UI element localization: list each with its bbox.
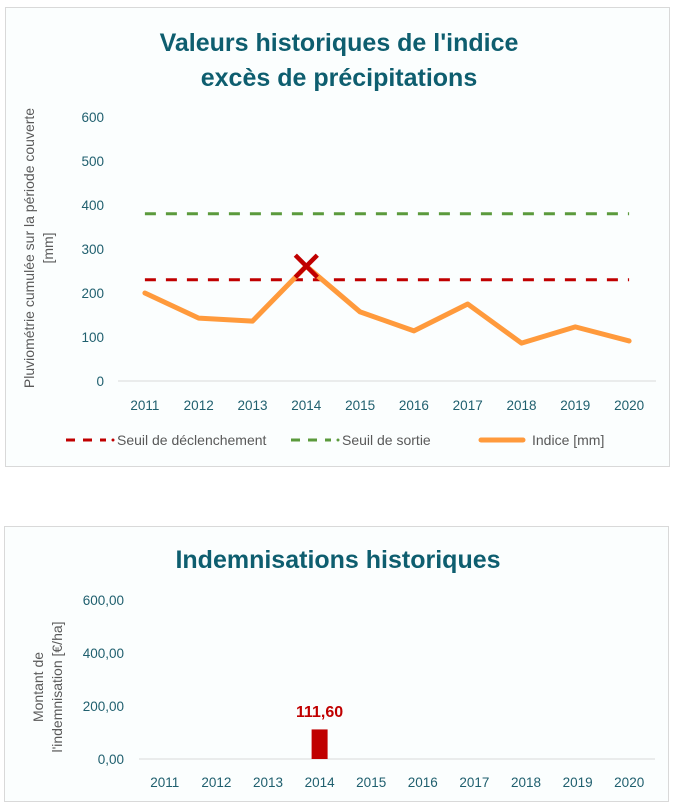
y-tick-label: 400 xyxy=(81,198,104,213)
chart-panel-indemnisations: Indemnisations historiques Montant de l'… xyxy=(4,526,669,802)
x-tick-label: 2015 xyxy=(345,398,375,413)
bar-data-label: 111,60 xyxy=(296,704,343,721)
legend: Seuil de déclenchement Seuil de sortie Ind… xyxy=(66,432,604,448)
x-tick-label: 2019 xyxy=(563,775,593,790)
x-tick-label: 2014 xyxy=(305,775,336,790)
x-marker xyxy=(293,253,319,279)
y-axis-label-line1: Pluviométrie cumulée sur la période couv… xyxy=(21,108,37,388)
x-tick-label: 2011 xyxy=(130,398,159,413)
x-tick-label: 2020 xyxy=(614,398,644,413)
x-tick-label: 2017 xyxy=(453,398,483,413)
y-tick-label: 600 xyxy=(81,110,104,125)
y-tick-label: 0,00 xyxy=(98,752,124,767)
y-axis-label-line2: l'indemnisation [€/ha] xyxy=(49,621,65,752)
legend-item: Seuil de sortie xyxy=(291,432,431,448)
y-tick-label: 200,00 xyxy=(83,699,124,714)
chart-title-line2: excès de précipitations xyxy=(201,64,478,92)
y-tick-label: 200 xyxy=(81,286,104,301)
x-tick-label: 2012 xyxy=(201,775,231,790)
x-tick-label: 2016 xyxy=(408,775,438,790)
bar-2014 xyxy=(311,729,328,759)
x-tick-label: 2014 xyxy=(291,398,322,413)
chart-panel-index: Valeurs historiques de l'indice excès de… xyxy=(5,7,670,467)
chart-title-line1: Valeurs historiques de l'indice xyxy=(160,29,519,57)
legend-item: Seuil de déclenchement xyxy=(66,432,267,448)
legend-label: Indice [mm] xyxy=(532,432,604,448)
x-tick-label: 2013 xyxy=(253,775,283,790)
legend-label: Seuil de sortie xyxy=(342,432,431,448)
x-tick-label: 2012 xyxy=(184,398,214,413)
y-tick-label: 100 xyxy=(81,330,104,345)
x-tick-label: 2019 xyxy=(560,398,590,413)
x-marker-stroke xyxy=(293,253,319,279)
legend-swatch-dot xyxy=(336,438,340,442)
y-axis-label-line1: Montant de xyxy=(30,652,46,722)
y-tick-label: 300 xyxy=(81,242,104,257)
x-tick-label: 2018 xyxy=(506,398,536,413)
chart-title: Indemnisations historiques xyxy=(175,546,500,574)
y-tick-label: 0 xyxy=(96,374,104,389)
x-tick-label: 2013 xyxy=(237,398,267,413)
series-line-indice-mm- xyxy=(142,263,632,346)
indemnisation-bar-chart: Indemnisations historiques Montant de l'… xyxy=(30,546,655,790)
x-tick-label: 2011 xyxy=(150,775,179,790)
y-axis-label-line2: [mm] xyxy=(40,232,56,263)
y-tick-label: 600,00 xyxy=(83,593,124,608)
x-tick-label: 2018 xyxy=(511,775,541,790)
x-tick-label: 2020 xyxy=(614,775,644,790)
x-tick-label: 2016 xyxy=(399,398,429,413)
legend-label: Seuil de déclenchement xyxy=(117,432,267,448)
y-tick-label: 500 xyxy=(81,154,104,169)
x-tick-label: 2015 xyxy=(356,775,386,790)
index-line-chart: Valeurs historiques de l'indice excès de… xyxy=(21,29,656,448)
x-tick-label: 2017 xyxy=(459,775,489,790)
y-tick-label: 400,00 xyxy=(83,646,124,661)
legend-item: Indice [mm] xyxy=(478,432,604,448)
legend-swatch-dot xyxy=(111,438,115,442)
